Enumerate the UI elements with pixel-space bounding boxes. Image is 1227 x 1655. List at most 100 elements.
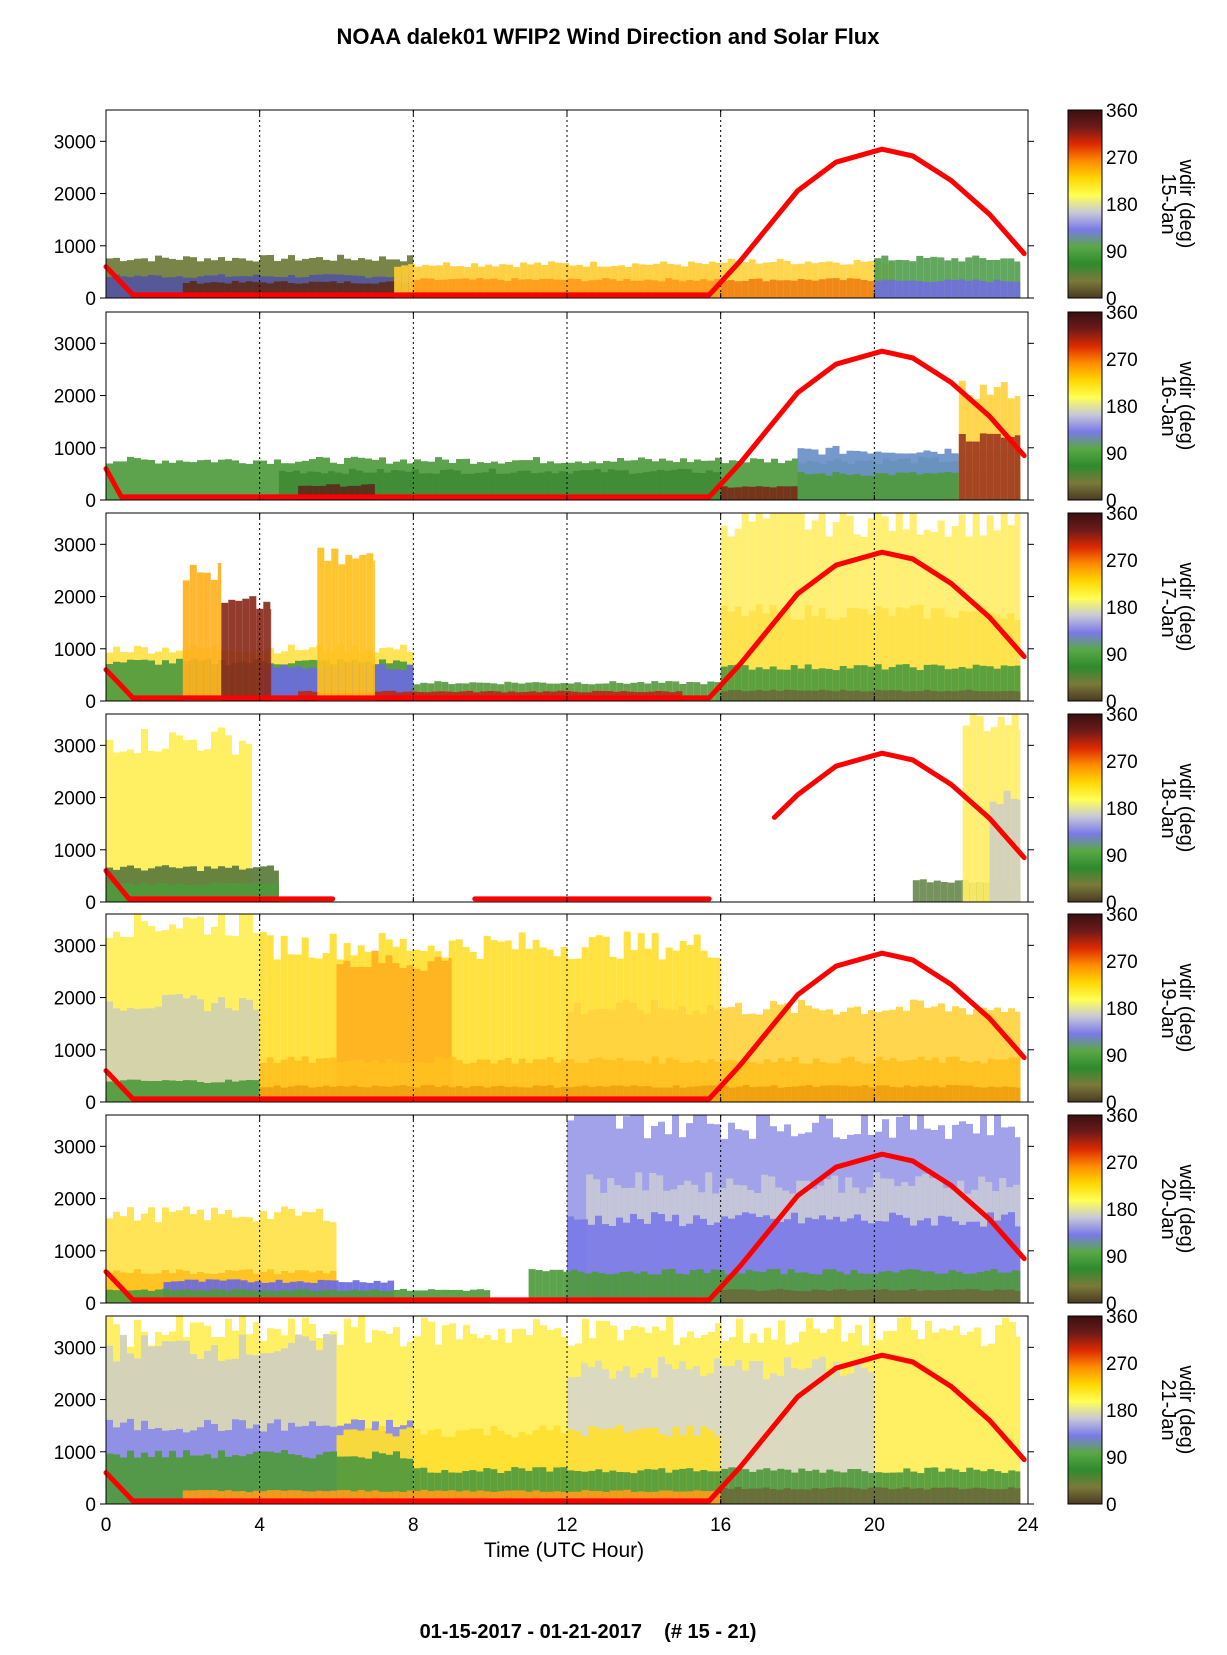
- wdir-cell: [840, 1221, 847, 1303]
- wdir-cell: [162, 882, 169, 902]
- wdir-cell: [378, 1086, 386, 1102]
- wdir-cell: [1001, 1012, 1008, 1102]
- wdir-cell: [679, 1006, 686, 1102]
- wdir-cell: [217, 563, 222, 701]
- wdir-cell: [595, 1428, 603, 1504]
- wdir-cell: [811, 520, 819, 701]
- wdir-cell: [811, 473, 819, 500]
- wdir-cell: [976, 1272, 984, 1303]
- wdir-cell: [483, 935, 491, 1102]
- wdir-cell: [958, 690, 966, 701]
- wdir-cell: [691, 472, 699, 500]
- wdir-cell: [413, 1087, 421, 1102]
- wdir-cell: [169, 1080, 176, 1102]
- wdir-cell: [616, 280, 624, 298]
- wdir-cell: [937, 281, 945, 298]
- wdir-cell: [734, 281, 742, 298]
- wdir-cell: [728, 1218, 735, 1303]
- wdir-cell: [1007, 258, 1015, 298]
- wdir-cell: [919, 879, 927, 902]
- wdir-cell: [376, 469, 384, 500]
- wdir-cell: [895, 472, 903, 500]
- wdir-cell: [281, 1348, 288, 1504]
- wdir-cell: [791, 1368, 798, 1504]
- wdir-cell: [343, 1061, 351, 1102]
- solar-flux-line: [103, 549, 1027, 701]
- wdir-cell: [481, 472, 489, 500]
- wdir-cell: [839, 1289, 847, 1303]
- wdir-cell: [902, 691, 910, 701]
- colorbar-tick-label: 180: [1106, 397, 1138, 418]
- wdir-cell: [839, 617, 847, 701]
- wdir-cell: [162, 1288, 169, 1303]
- wdir-cell: [267, 1290, 274, 1303]
- wdir-cell: [966, 1467, 974, 1504]
- wdir-cell: [763, 1215, 770, 1303]
- wdir-cell: [693, 1010, 700, 1102]
- wdir-cell: [497, 279, 505, 298]
- wdir-cell: [280, 1490, 288, 1504]
- wdir-cell: [134, 1220, 141, 1303]
- wdir-cell: [920, 1271, 928, 1303]
- wdir-cell: [469, 279, 477, 298]
- wdir-cell: [528, 1269, 536, 1303]
- wdir-cell: [455, 1059, 463, 1102]
- wdir-cell: [647, 1274, 655, 1303]
- wdir-cell: [980, 1471, 988, 1504]
- wdir-cell: [427, 278, 435, 298]
- wdir-cell: [860, 475, 868, 500]
- wdir-cell: [302, 1211, 309, 1303]
- wdir-cell: [742, 1370, 749, 1504]
- wdir-cell: [734, 664, 742, 701]
- wdir-cell: [190, 866, 197, 902]
- wdir-cell: [909, 472, 917, 500]
- wdir-cell: [267, 1219, 274, 1303]
- wdir-cell: [980, 1007, 987, 1102]
- colorbar-label: wdir (deg): [1175, 963, 1197, 1053]
- wdir-cell: [197, 1082, 204, 1102]
- x-tick-label: 16: [710, 1515, 731, 1536]
- wdir-cell: [333, 484, 341, 500]
- wdir-cell: [567, 1429, 575, 1504]
- wdir-cell: [759, 1272, 767, 1303]
- wdir-cell: [224, 283, 232, 298]
- wdir-cell: [762, 281, 770, 298]
- wdir-cell: [839, 1487, 847, 1504]
- date-range-footer: 01-15-2017 - 01-21-2017 (# 15 - 21): [420, 1621, 757, 1643]
- wdir-cell: [951, 472, 959, 500]
- wdir-cell: [755, 278, 763, 298]
- wdir-cell: [965, 689, 973, 701]
- wdir-cell: [665, 1490, 673, 1504]
- wdir-cell: [448, 940, 456, 1102]
- wdir-cell: [825, 475, 833, 500]
- wdir-cell: [190, 884, 197, 902]
- wdir-cell: [361, 484, 369, 500]
- wdir-cell: [364, 1062, 372, 1102]
- wdir-cell: [742, 1084, 750, 1102]
- wdir-cell: [840, 1375, 847, 1504]
- wdir-cell: [931, 1085, 939, 1102]
- wdir-cell: [750, 458, 757, 500]
- wdir-cell: [762, 669, 770, 701]
- wdir-cell: [260, 460, 267, 500]
- wdir-cell: [441, 1085, 449, 1102]
- wdir-cell: [490, 278, 498, 298]
- wdir-cell: [469, 952, 477, 1102]
- wdir-cell: [749, 1213, 756, 1303]
- wdir-cell: [1000, 281, 1008, 298]
- wdir-cell: [616, 1490, 624, 1504]
- wdir-cell: [253, 1080, 260, 1102]
- wdir-cell: [979, 691, 987, 701]
- wdir-cell: [867, 475, 875, 500]
- wdir-cell: [850, 1270, 858, 1303]
- wdir-cell: [511, 278, 519, 298]
- wdir-cell: [679, 1468, 687, 1504]
- wdir-cell: [239, 1080, 246, 1102]
- wdir-cell: [728, 1060, 736, 1102]
- wdir-cell: [721, 1007, 728, 1102]
- wdir-cell: [707, 1430, 715, 1504]
- wdir-cell: [588, 1224, 595, 1303]
- wdir-cell: [294, 1490, 302, 1504]
- colorbar-tick-label: 180: [1106, 999, 1138, 1020]
- wdir-cell: [763, 1468, 771, 1504]
